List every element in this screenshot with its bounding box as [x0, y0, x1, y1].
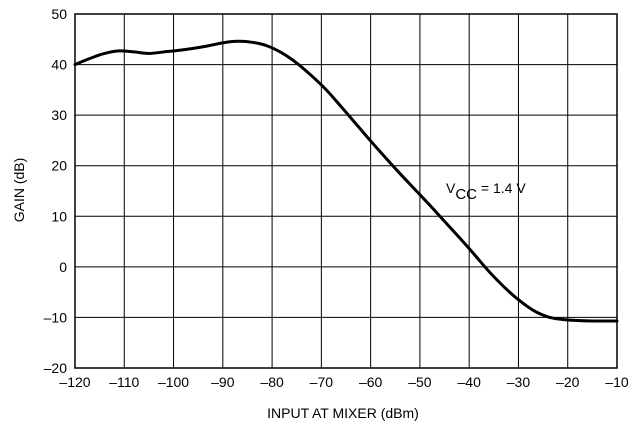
y-tick-label: 50 — [51, 6, 67, 22]
vcc-suffix: = 1.4 V — [477, 180, 526, 196]
y-tick-label: 20 — [51, 158, 67, 174]
y-axis-title: GAIN (dB) — [11, 158, 27, 223]
grid — [74, 13, 618, 369]
x-tick-label: –60 — [359, 374, 383, 390]
x-tick-label: –40 — [458, 374, 482, 390]
x-tick-label: –110 — [109, 374, 139, 390]
plot-frame — [74, 13, 618, 369]
y-tick-label: 0 — [59, 259, 67, 275]
x-axis-title: INPUT AT MIXER (dBm) — [267, 405, 419, 421]
vcc-annotation: VCC = 1.4 V — [446, 180, 526, 203]
y-tick-label: –20 — [44, 360, 68, 376]
x-tick-label: –10 — [605, 374, 629, 390]
x-tick-label: –100 — [158, 374, 189, 390]
x-tick-label: –70 — [310, 374, 334, 390]
x-tick-label: –120 — [59, 374, 90, 390]
y-tick-label: 10 — [51, 208, 67, 224]
x-tick-label: –50 — [408, 374, 432, 390]
x-tick-label: –80 — [260, 374, 284, 390]
y-tick-label: –10 — [44, 309, 68, 325]
vcc-prefix: V — [446, 180, 456, 196]
y-tick-label: 40 — [51, 57, 67, 73]
gain-curve — [73, 39, 619, 323]
x-tick-label: –30 — [507, 374, 531, 390]
x-tick-label: –20 — [556, 374, 580, 390]
x-tick-label: –90 — [211, 374, 235, 390]
y-tick-label: 30 — [51, 107, 67, 123]
vcc-subscript: CC — [455, 186, 477, 203]
y-tick-labels: –20 –10 0 10 20 30 40 50 — [44, 6, 68, 376]
x-tick-labels: –120 –110 –100 –90 –80 –70 –60 –50 –40 –30 –20 –10 — [59, 374, 628, 390]
